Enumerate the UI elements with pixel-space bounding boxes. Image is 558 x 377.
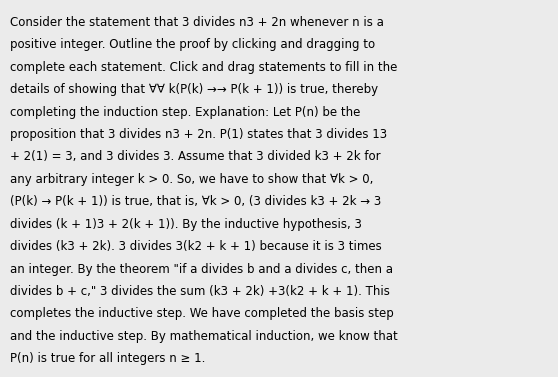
Text: an integer. By the theorem "if a divides b and a divides c, then a: an integer. By the theorem "if a divides… — [10, 262, 393, 276]
Text: and the inductive step. By mathematical induction, we know that: and the inductive step. By mathematical … — [10, 330, 398, 343]
Text: completes the inductive step. We have completed the basis step: completes the inductive step. We have co… — [10, 308, 394, 320]
Text: any arbitrary integer k > 0. So, we have to show that ∀k > 0,: any arbitrary integer k > 0. So, we have… — [10, 173, 373, 186]
Text: P(n) is true for all integers n ≥ 1.: P(n) is true for all integers n ≥ 1. — [10, 352, 205, 365]
Text: details of showing that ∀∀ k(P(k) →→ P(k + 1)) is true, thereby: details of showing that ∀∀ k(P(k) →→ P(k… — [10, 83, 378, 96]
Text: divides (k + 1)3 + 2(k + 1)). By the inductive hypothesis, 3: divides (k + 1)3 + 2(k + 1)). By the ind… — [10, 218, 362, 231]
Text: completing the induction step. Explanation: Let P(n) be the: completing the induction step. Explanati… — [10, 106, 360, 118]
Text: Consider the statement that 3 divides n3 + 2n whenever n is a: Consider the statement that 3 divides n3… — [10, 16, 384, 29]
Text: divides (k3 + 2k). 3 divides 3(k2 + k + 1) because it is 3 times: divides (k3 + 2k). 3 divides 3(k2 + k + … — [10, 240, 382, 253]
Text: divides b + c," 3 divides the sum (k3 + 2k) +3(k2 + k + 1). This: divides b + c," 3 divides the sum (k3 + … — [10, 285, 390, 298]
Text: proposition that 3 divides n3 + 2n. P(1) states that 3 divides 13: proposition that 3 divides n3 + 2n. P(1)… — [10, 128, 387, 141]
Text: + 2(1) = 3, and 3 divides 3. Assume that 3 divided k3 + 2k for: + 2(1) = 3, and 3 divides 3. Assume that… — [10, 150, 381, 163]
Text: complete each statement. Click and drag statements to fill in the: complete each statement. Click and drag … — [10, 61, 397, 74]
Text: (P(k) → P(k + 1)) is true, that is, ∀k > 0, (3 divides k3 + 2k → 3: (P(k) → P(k + 1)) is true, that is, ∀k >… — [10, 195, 381, 208]
Text: positive integer. Outline the proof by clicking and dragging to: positive integer. Outline the proof by c… — [10, 38, 375, 51]
